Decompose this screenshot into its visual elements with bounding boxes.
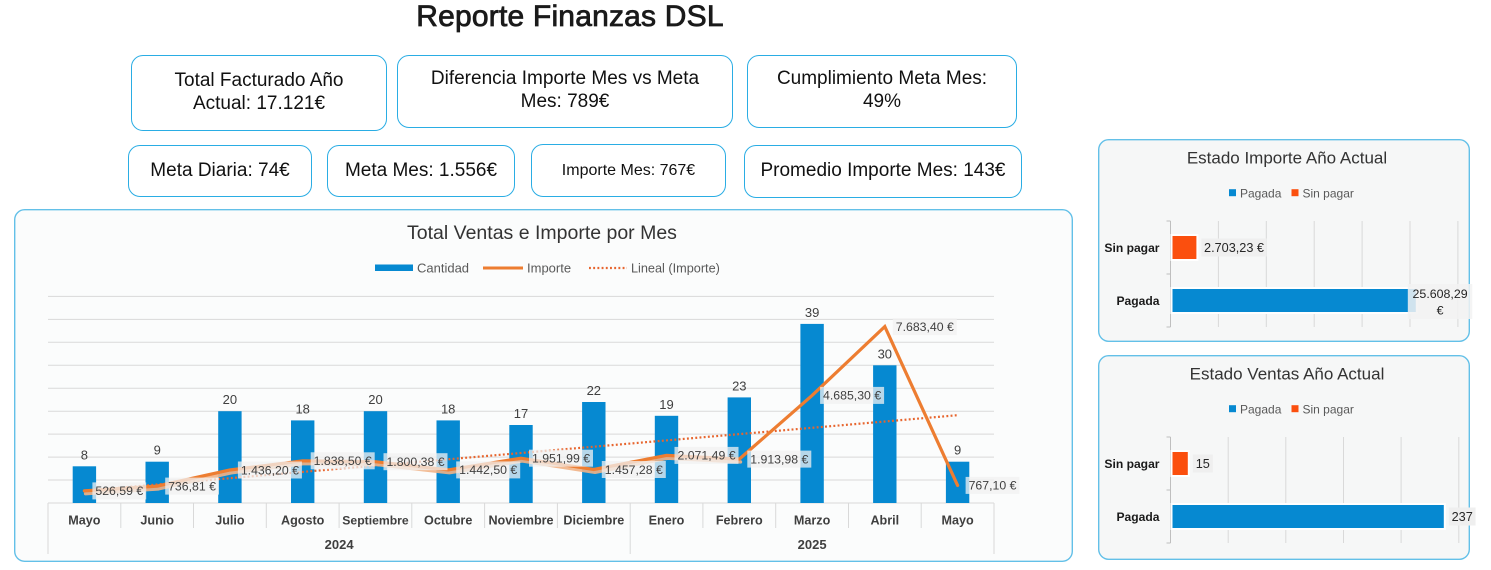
svg-text:20: 20 xyxy=(223,392,237,407)
svg-text:Estado Importe Año Actual: Estado Importe Año Actual xyxy=(1187,148,1387,167)
svg-text:Enero: Enero xyxy=(649,514,685,528)
svg-text:Pagada: Pagada xyxy=(1240,187,1282,201)
svg-text:Mayo: Mayo xyxy=(68,514,100,528)
svg-text:Pagada: Pagada xyxy=(1240,403,1282,417)
svg-text:Julio: Julio xyxy=(215,514,245,528)
svg-text:Febrero: Febrero xyxy=(716,514,763,528)
svg-text:18: 18 xyxy=(441,401,455,416)
svg-text:Importe: Importe xyxy=(527,261,571,276)
svg-text:€: € xyxy=(1437,304,1444,318)
svg-text:23: 23 xyxy=(732,378,746,393)
svg-text:736,81 €: 736,81 € xyxy=(168,479,216,493)
svg-text:Noviembre: Noviembre xyxy=(488,514,553,528)
svg-text:30: 30 xyxy=(878,346,892,361)
svg-text:Total Ventas e Importe por Mes: Total Ventas e Importe por Mes xyxy=(407,222,677,244)
svg-text:19: 19 xyxy=(659,397,673,412)
svg-text:Diciembre: Diciembre xyxy=(563,514,624,528)
svg-text:Estado Ventas Año Actual: Estado Ventas Año Actual xyxy=(1190,364,1385,383)
svg-text:1.951,99 €: 1.951,99 € xyxy=(532,452,590,466)
svg-text:8: 8 xyxy=(81,447,88,462)
svg-text:Sin pagar: Sin pagar xyxy=(1104,457,1159,471)
svg-text:767,10 €: 767,10 € xyxy=(969,479,1017,493)
svg-text:2.071,49 €: 2.071,49 € xyxy=(677,449,735,463)
svg-text:Mayo: Mayo xyxy=(941,514,973,528)
svg-text:2024: 2024 xyxy=(325,537,355,552)
svg-text:Sin pagar: Sin pagar xyxy=(1303,187,1354,201)
svg-text:1.457,28 €: 1.457,28 € xyxy=(605,463,663,477)
svg-text:Pagada: Pagada xyxy=(1116,294,1159,308)
svg-text:1.838,50 €: 1.838,50 € xyxy=(314,454,372,468)
svg-text:18: 18 xyxy=(295,401,309,416)
svg-text:Junio: Junio xyxy=(140,514,174,528)
svg-text:Sin pagar: Sin pagar xyxy=(1303,403,1354,417)
svg-text:20: 20 xyxy=(368,392,382,407)
svg-text:1.800,38 €: 1.800,38 € xyxy=(386,455,444,469)
svg-text:Cantidad: Cantidad xyxy=(417,261,469,276)
svg-text:Octubre: Octubre xyxy=(424,514,472,528)
svg-text:Lineal (Importe): Lineal (Importe) xyxy=(631,262,720,276)
svg-text:4.685,30 €: 4.685,30 € xyxy=(823,389,881,403)
svg-text:1.913,98 €: 1.913,98 € xyxy=(750,452,808,466)
svg-text:Septiembre: Septiembre xyxy=(342,514,409,528)
svg-text:526,59 €: 526,59 € xyxy=(95,484,143,498)
svg-text:9: 9 xyxy=(154,443,161,458)
svg-text:39: 39 xyxy=(805,305,819,320)
svg-text:17: 17 xyxy=(514,406,528,421)
svg-text:9: 9 xyxy=(954,443,961,458)
svg-text:Marzo: Marzo xyxy=(794,514,831,528)
svg-text:1.442,50 €: 1.442,50 € xyxy=(459,463,517,477)
svg-text:25.608,29: 25.608,29 xyxy=(1413,287,1468,301)
svg-text:Abril: Abril xyxy=(870,514,899,528)
svg-text:Sin pagar: Sin pagar xyxy=(1104,241,1159,255)
svg-text:Pagada: Pagada xyxy=(1116,510,1159,524)
svg-text:237: 237 xyxy=(1452,510,1473,524)
svg-text:7.683,40 €: 7.683,40 € xyxy=(896,320,954,334)
svg-text:2025: 2025 xyxy=(798,537,827,552)
svg-text:22: 22 xyxy=(587,383,601,398)
svg-text:15: 15 xyxy=(1196,457,1210,471)
svg-text:2.703,23 €: 2.703,23 € xyxy=(1204,241,1264,255)
svg-text:1.436,20 €: 1.436,20 € xyxy=(241,463,299,477)
svg-text:Agosto: Agosto xyxy=(281,514,325,528)
